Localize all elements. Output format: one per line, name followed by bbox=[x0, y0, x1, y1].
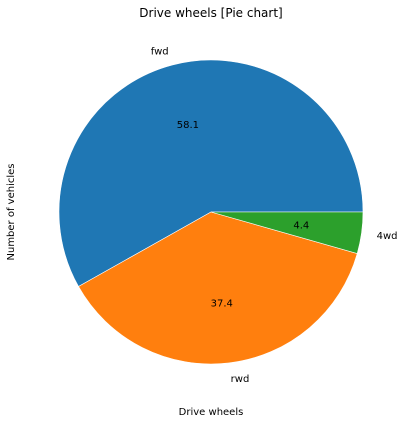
slice-value-rwd: 37.4 bbox=[211, 299, 233, 310]
pie-slice-rwd bbox=[78, 211, 358, 365]
slice-value-fwd: 58.1 bbox=[177, 120, 199, 131]
x-axis-label: Drive wheels bbox=[179, 407, 244, 418]
y-axis-label: Number of vehicles bbox=[6, 164, 17, 261]
slice-value-4wd: 4.4 bbox=[293, 221, 309, 232]
pie-labels: fwd 58.1 rwd 37.4 4wd 4.4 bbox=[151, 46, 398, 385]
pie-slice-4wd bbox=[210, 211, 364, 254]
slice-label-4wd: 4wd bbox=[377, 231, 398, 242]
slice-label-fwd: fwd bbox=[151, 46, 169, 57]
pie-slices bbox=[58, 59, 364, 365]
slice-label-rwd: rwd bbox=[231, 374, 250, 385]
pie-slice-fwd bbox=[58, 59, 364, 287]
chart-title: Drive wheels [Pie chart] bbox=[139, 6, 282, 20]
